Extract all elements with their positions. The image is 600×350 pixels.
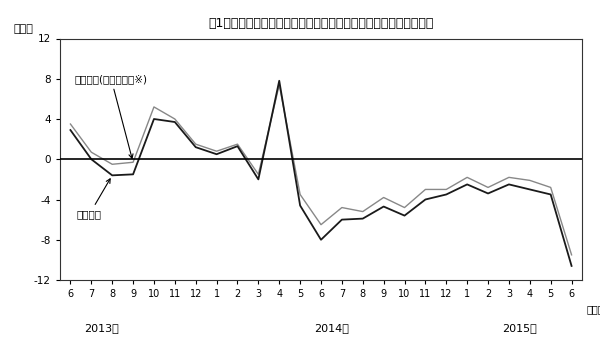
Title: 図1　消費支出の対前年同月実質増減率の推移（二人以上の世帯）: 図1 消費支出の対前年同月実質増減率の推移（二人以上の世帯） [208, 18, 434, 30]
Text: （月）: （月） [586, 304, 600, 314]
Text: 2014年: 2014年 [314, 323, 349, 334]
Text: 2015年: 2015年 [502, 323, 537, 334]
Text: 消費支出(除く住居等※): 消費支出(除く住居等※) [74, 74, 148, 159]
Text: （％）: （％） [13, 24, 33, 34]
Text: 2013年: 2013年 [85, 323, 119, 334]
Text: 消費支出: 消費支出 [77, 179, 110, 219]
